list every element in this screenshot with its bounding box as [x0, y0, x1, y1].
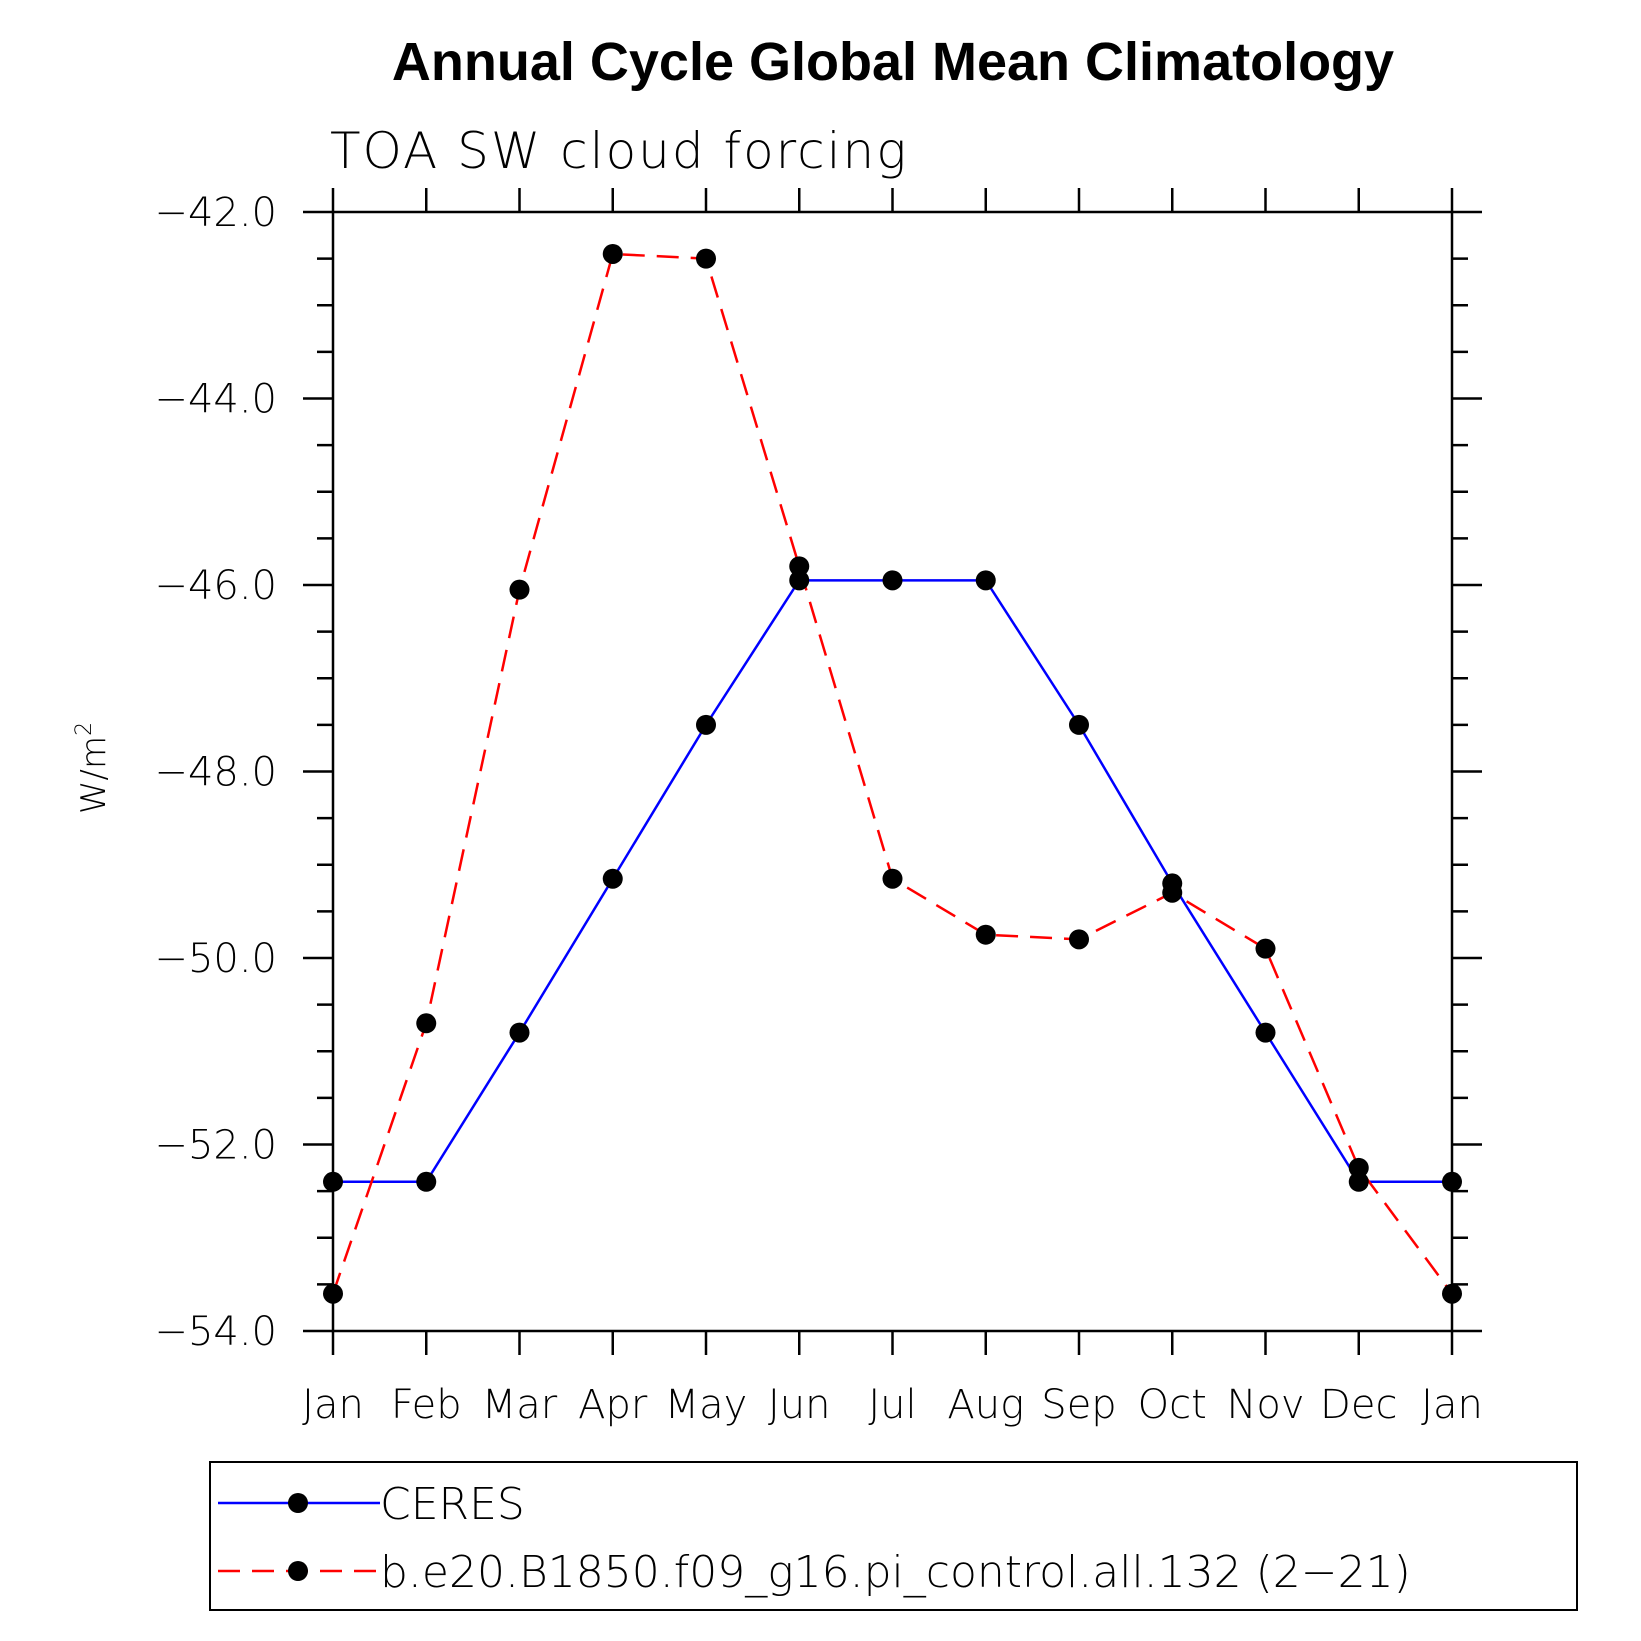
- data-point-series-1: [975, 924, 996, 945]
- data-point-series-0: [602, 868, 623, 889]
- data-point-series-0: [975, 570, 996, 591]
- x-tick-label: Dec: [1320, 1382, 1397, 1428]
- y-axis-label: W/m2: [72, 722, 114, 814]
- x-tick-label: Jan: [302, 1382, 364, 1428]
- y-tick-labels: −42.0 −44.0 −46.0 −48.0 −50.0 −52.0 −54.0: [154, 190, 277, 1355]
- x-tick-labels: Jan Feb Mar Apr May Jun Jul Aug Sep Oct Nov Dec Jan: [302, 1382, 1483, 1428]
- x-tick-label: Jan: [1421, 1382, 1483, 1428]
- data-point-series-1: [509, 579, 530, 600]
- series-lines: [331, 252, 1454, 1295]
- data-point-series-1: [416, 1013, 437, 1034]
- data-point-series-1: [789, 556, 810, 577]
- legend-marker-ceres: [288, 1493, 308, 1513]
- data-point-series-0: [789, 570, 810, 591]
- x-tick-label: Jun: [768, 1382, 831, 1428]
- data-point-series-1: [1069, 929, 1089, 950]
- x-tick-label: Nov: [1226, 1382, 1304, 1428]
- x-tick-label: Jul: [868, 1382, 916, 1428]
- series-line-1: [331, 252, 1454, 1295]
- legend-label-model: b.e20.B1850.f09_g16.pi_control.all.132 (…: [380, 1547, 1411, 1598]
- data-point-series-0: [509, 1022, 530, 1043]
- y-tick-label: −48.0: [154, 750, 277, 796]
- x-tick-label: Oct: [1138, 1382, 1207, 1428]
- y-tick-label: −50.0: [154, 936, 277, 982]
- y-tick-label: −46.0: [154, 563, 277, 609]
- x-tick-label: May: [665, 1382, 748, 1428]
- y-axis-label-text: W/m: [74, 736, 114, 814]
- data-point-series-0: [882, 570, 903, 591]
- legend-marker-model: [288, 1561, 308, 1581]
- data-point-series-0: [323, 1171, 343, 1192]
- x-tick-label: Feb: [391, 1382, 462, 1428]
- x-tick-label: Sep: [1041, 1382, 1116, 1428]
- chart-title: Annual Cycle Global Mean Climatology: [392, 32, 1394, 92]
- y-axis-label-superscript: 2: [72, 722, 97, 736]
- data-point-series-1: [1442, 1283, 1462, 1304]
- x-tick-label: Aug: [947, 1382, 1024, 1428]
- data-point-series-1: [696, 248, 716, 269]
- data-point-series-0: [1442, 1171, 1462, 1192]
- y-tick-label: −44.0: [154, 377, 277, 423]
- data-point-series-0: [1255, 1022, 1276, 1043]
- x-tick-label: Apr: [578, 1382, 648, 1428]
- legend: CERES b.e20.B1850.f09_g16.pi_control.all…: [209, 1461, 1578, 1611]
- data-point-series-0: [1348, 1171, 1369, 1192]
- x-tick-label: Mar: [482, 1382, 558, 1428]
- series-points: [323, 243, 1462, 1304]
- legend-label-ceres: CERES: [380, 1479, 525, 1530]
- chart-subtitle: TOA SW cloud forcing: [330, 122, 908, 180]
- legend-box: [209, 1461, 1578, 1611]
- data-point-series-0: [696, 714, 716, 735]
- data-point-series-1: [1162, 882, 1183, 903]
- data-point-series-0: [416, 1171, 437, 1192]
- data-point-series-0: [1069, 714, 1089, 735]
- svg-text:W/m2: W/m2: [72, 722, 114, 814]
- data-point-series-1: [1255, 938, 1276, 959]
- plot-frame: [331, 210, 1454, 1333]
- data-point-series-1: [882, 868, 903, 889]
- y-tick-label: −54.0: [154, 1309, 277, 1355]
- data-point-series-1: [1348, 1157, 1369, 1178]
- data-point-series-1: [323, 1283, 343, 1304]
- y-tick-label: −42.0: [154, 190, 277, 236]
- y-tick-label: −52.0: [154, 1123, 277, 1169]
- axis-ticks: [303, 188, 1482, 1355]
- data-point-series-1: [602, 243, 623, 264]
